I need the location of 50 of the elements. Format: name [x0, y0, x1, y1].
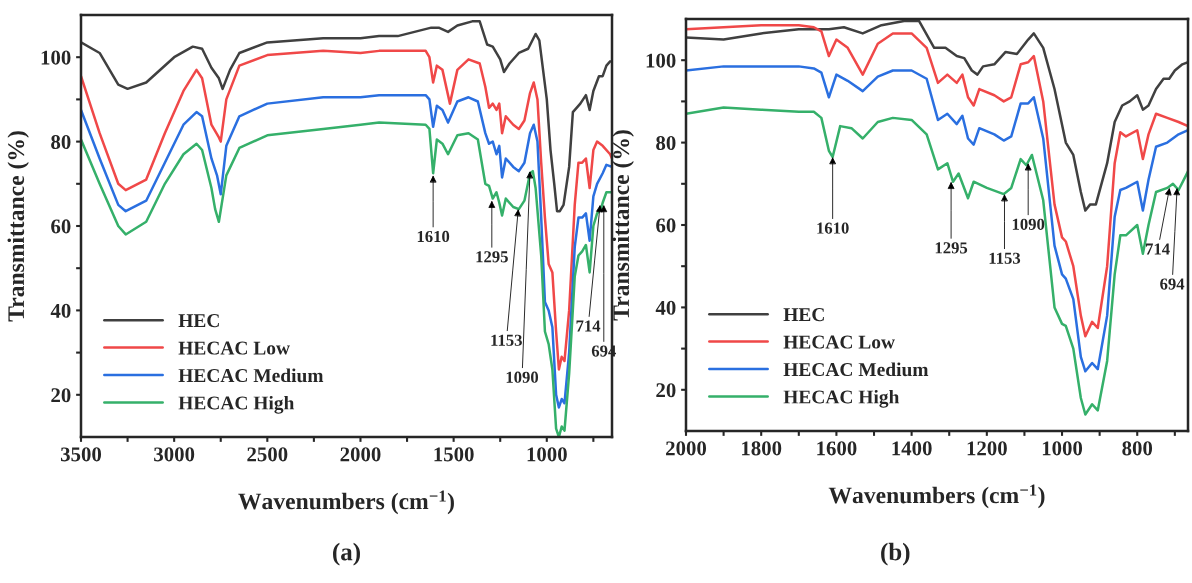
- x-axis-title: Wavenumbers (cm$^{−1}$): [238, 490, 454, 515]
- legend-label: HECAC Medium: [783, 362, 929, 377]
- annotation: 714: [576, 320, 601, 332]
- y-axis-title: Transmittance (%): [7, 131, 29, 322]
- text: (a): [333, 542, 360, 566]
- annotation: 1610: [417, 230, 450, 243]
- legend-label: HEC: [783, 308, 824, 322]
- text: (b): [881, 542, 910, 566]
- x-tick-label: 2000: [340, 447, 381, 462]
- x-tick-label: 2000: [666, 441, 707, 456]
- x-tick-label: 2500: [247, 447, 288, 462]
- x-tick-label: 1400: [892, 441, 932, 456]
- legend-label: HEC: [178, 314, 219, 328]
- y-axis-title: Transmittance (%): [612, 130, 634, 321]
- annotation: 1295: [476, 251, 508, 263]
- y-tick-label: 60: [51, 219, 71, 234]
- annotation: 1610: [817, 222, 849, 234]
- annotation: 1153: [491, 334, 522, 346]
- y-tick-label: 20: [51, 388, 71, 403]
- legend-label: HECAC High: [783, 389, 900, 408]
- line-series: [81, 20, 612, 213]
- annotation: 1153: [989, 252, 1021, 264]
- y-tick-label: 60: [656, 218, 676, 233]
- y-tick-label: 100: [646, 53, 676, 68]
- legend-label: HECAC High: [178, 395, 295, 414]
- y-tick-label: 80: [656, 135, 676, 151]
- x-tick-label: 1800: [742, 441, 782, 456]
- annotation: 1090: [1012, 218, 1045, 230]
- legend-label: HECAC Low: [178, 341, 290, 355]
- x-tick-label: 1600: [817, 441, 857, 456]
- x-axis-title: Wavenumbers (cm$^{−1}$): [828, 484, 1045, 509]
- legend-label: HECAC Medium: [178, 368, 324, 383]
- y-tick-label: 100: [41, 50, 71, 65]
- y-tick-label: 40: [50, 303, 71, 318]
- annotation: 1295: [935, 242, 968, 254]
- y-tick-label: 80: [51, 134, 71, 150]
- x-tick-label: 1000: [527, 447, 567, 462]
- annotation: 1090: [506, 371, 539, 383]
- x-tick-label: 3000: [154, 447, 195, 462]
- x-tick-label: 800: [1122, 441, 1153, 456]
- annotation: 714: [1146, 243, 1170, 255]
- legend-label: HECAC Low: [783, 335, 895, 349]
- x-tick-label: 1200: [967, 441, 1007, 456]
- x-tick-label: 1000: [1042, 441, 1083, 456]
- y-tick-label: 20: [656, 383, 676, 398]
- line-series: [686, 106, 1188, 416]
- x-tick-label: 3500: [60, 447, 102, 462]
- y-tick-label: 40: [655, 300, 676, 315]
- x-tick-label: 1500: [434, 447, 474, 462]
- annotation: 694: [1160, 278, 1185, 290]
